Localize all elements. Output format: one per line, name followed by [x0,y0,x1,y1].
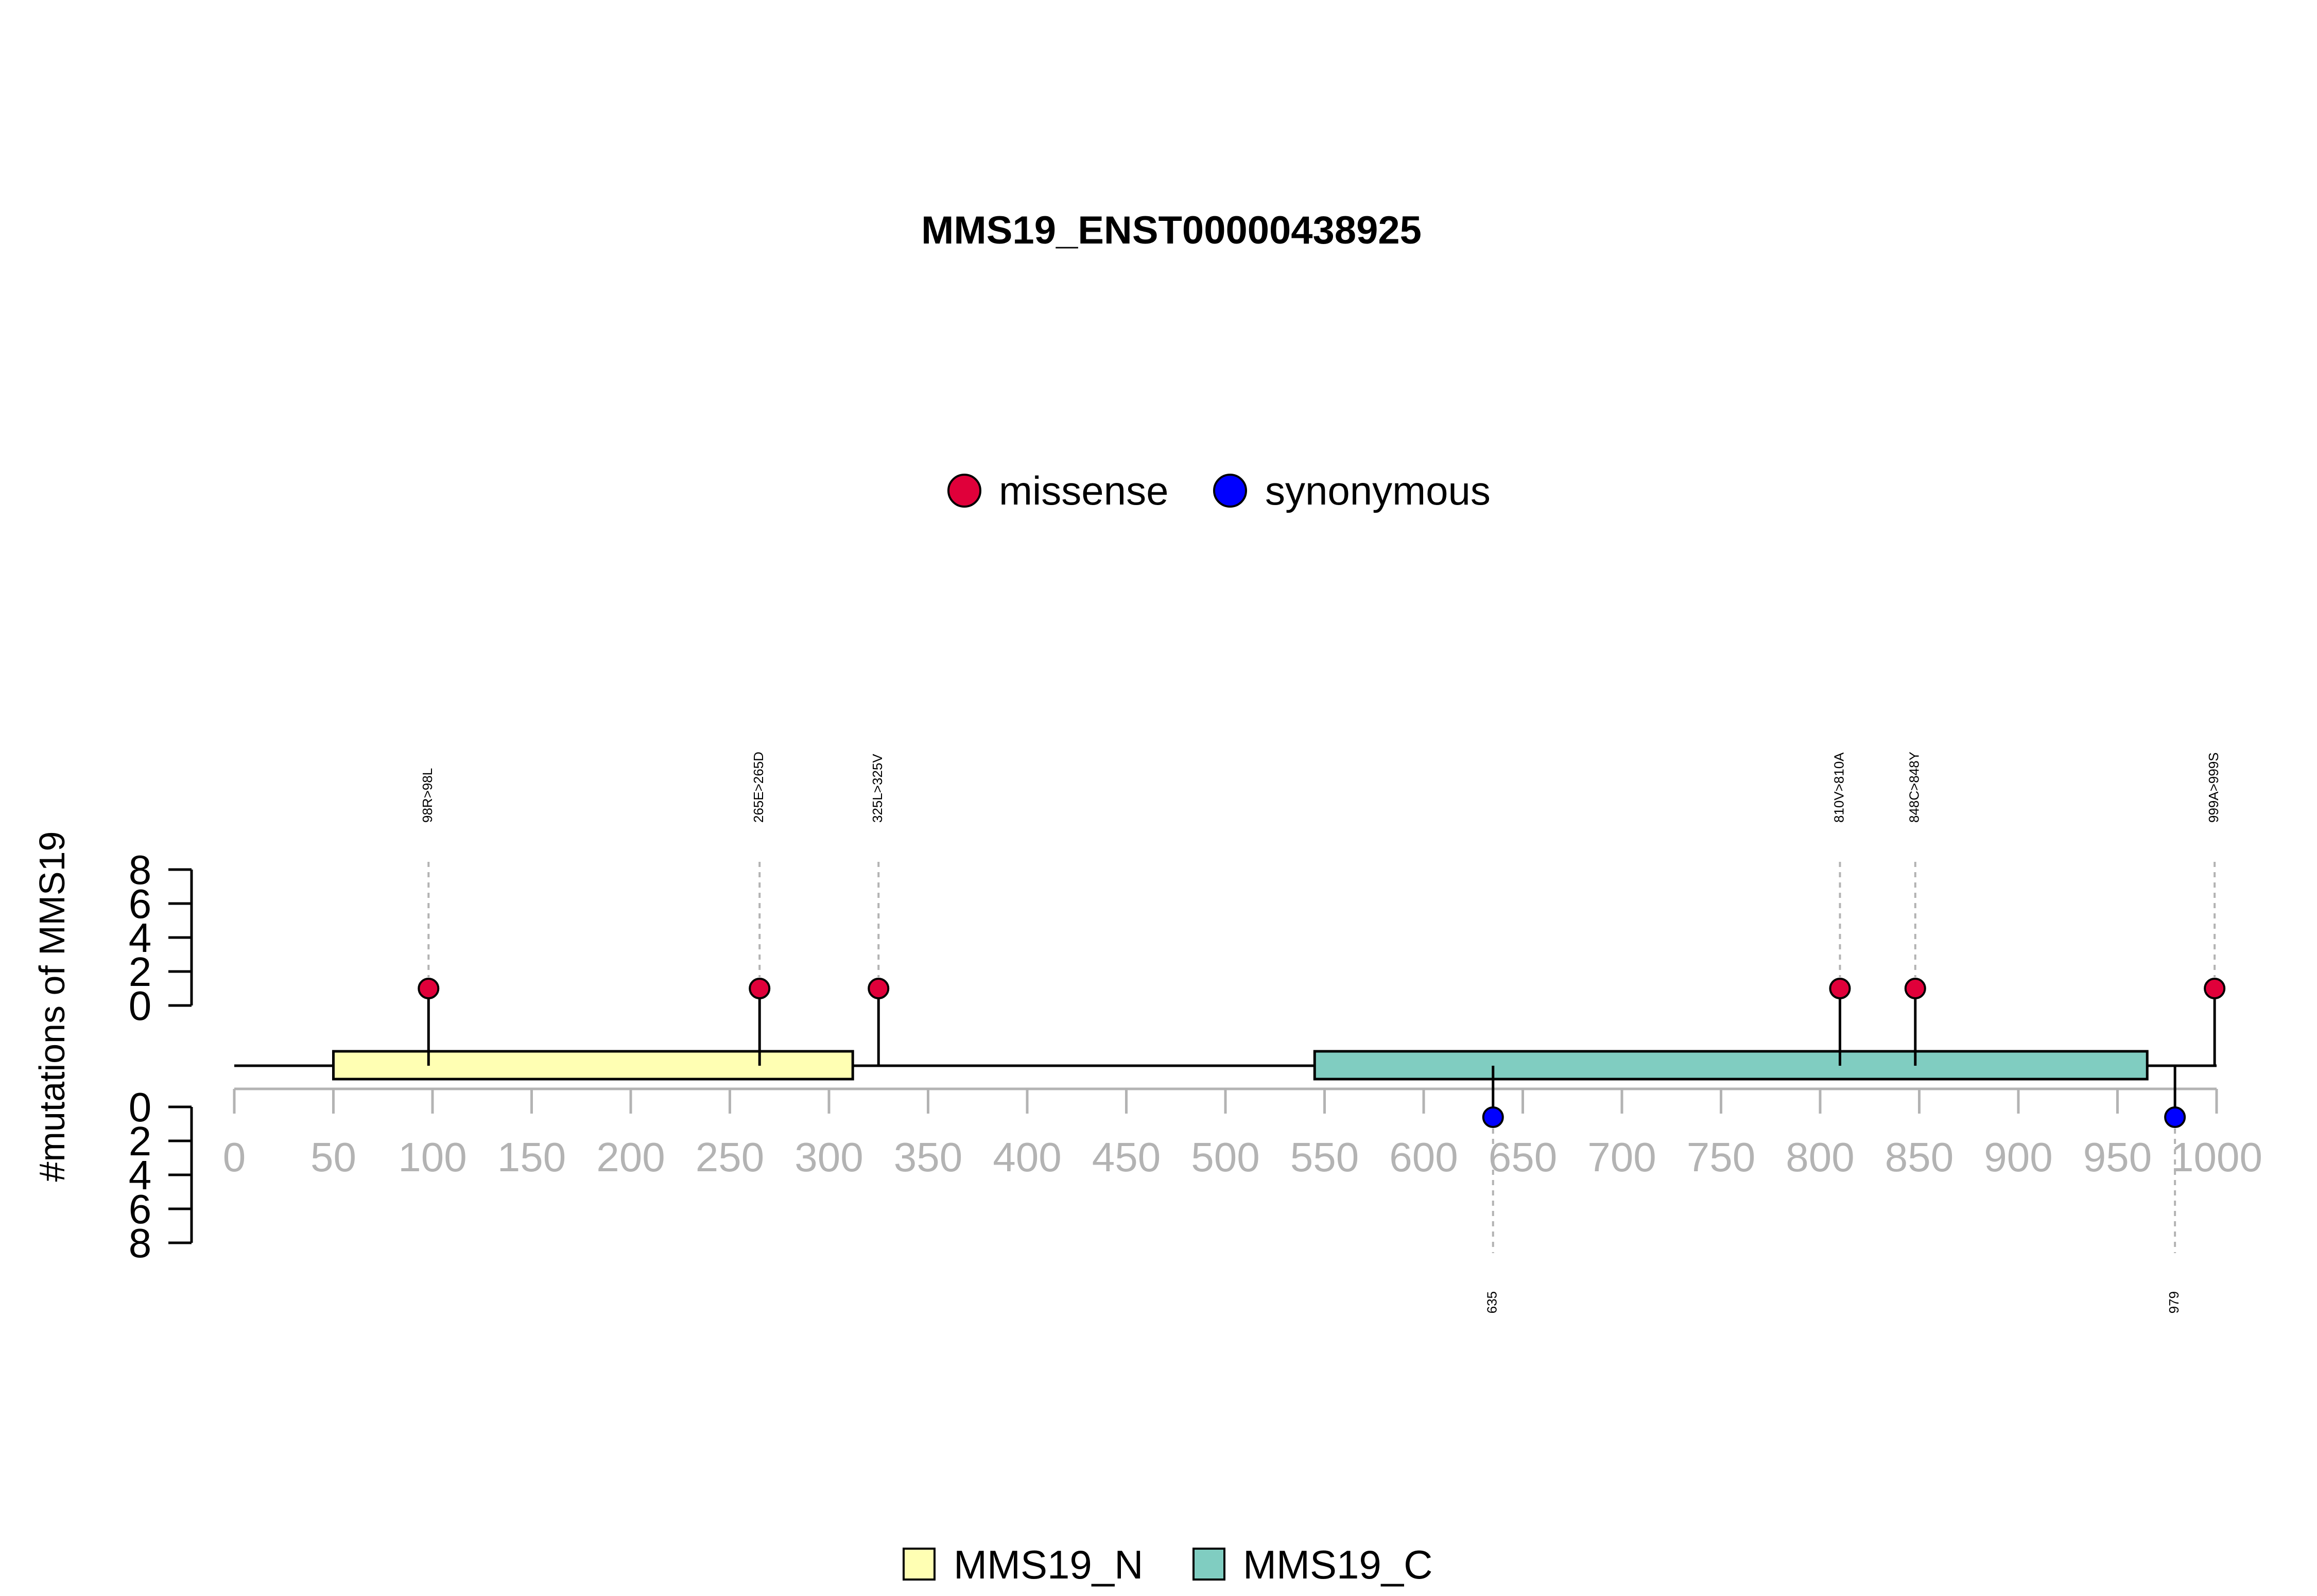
legend-label: MMS19_N [954,1542,1143,1587]
mutations-top: 98R>98L 265E>265D 325L>325V 810V>810A 848C>8… [418,752,2226,1066]
mutation-point-missense [2204,978,2226,999]
legend-label: MMS19_C [1243,1542,1432,1587]
x-tick-label: 150 [497,1134,566,1180]
mutation-label: 979 [2166,1291,2182,1313]
x-axis: 0 50 100 150 200 250 300 350 400 450 500 550 600 650 7… [223,1087,2262,1180]
x-tick-label: 600 [1389,1134,1458,1180]
mutation-label: 265E>265D [751,752,766,823]
x-tick-label: 300 [794,1134,863,1180]
y-tick-label: 6 [129,881,152,927]
x-tick-label: 900 [1984,1134,2052,1180]
domain-legend: MMS19_N MMS19_C [903,1542,1432,1587]
x-tick-label: 50 [310,1134,356,1180]
x-tick-label: 350 [894,1134,962,1180]
x-tick-label: 850 [1885,1134,1953,1180]
legend-label: missense [999,468,1168,513]
y-tick-label: 4 [129,915,152,961]
x-tick-label: 800 [1786,1134,1854,1180]
x-tick-label: 0 [223,1134,246,1180]
legend-label: synonymous [1265,468,1491,513]
mutation-point-missense [1829,978,1851,999]
y-axis-label: #mutations of MMS19 [32,831,72,1182]
legend-swatch-mms19-n [903,1548,936,1581]
mutation-label: 325L>325V [870,754,885,823]
x-tick-label: 200 [596,1134,665,1180]
x-tick-label: 500 [1191,1134,1259,1180]
mutation-point-missense [749,978,771,999]
x-tick-label: 750 [1687,1134,1755,1180]
x-tick-label: 700 [1587,1134,1656,1180]
y-tick-label: 2 [129,949,152,995]
chart-title: MMS19_ENST00000438925 [921,209,1422,252]
y-tick-label: 4 [129,1152,152,1198]
x-tick-label: 950 [2083,1134,2152,1180]
x-tick-label: 650 [1489,1134,1557,1180]
mutation-point-synonymous [1482,1106,1504,1128]
legend-swatch-synonymous [1213,474,1247,508]
mutation-label: 848C>848Y [1907,752,1922,823]
domain-mms19-n [332,1050,854,1081]
y-tick-label: 8 [129,1220,152,1266]
mutation-label: 999A>999S [2206,752,2221,823]
mutation-point-missense [868,978,890,999]
protein-domains [332,1050,2149,1081]
x-tick-label: 250 [696,1134,764,1180]
x-tick-label: 100 [398,1134,466,1180]
x-tick-label: 400 [993,1134,1061,1180]
legend-swatch-mms19-c [1192,1548,1225,1581]
mutation-point-missense [1904,978,1926,999]
legend-swatch-missense [947,474,981,508]
mutation-point-missense [418,978,440,999]
y-tick-label: 0 [129,983,152,1029]
y-tick-label: 2 [129,1118,152,1164]
y-tick-label: 8 [129,847,152,893]
mutation-legend: missense synonymous [947,468,1491,513]
mutations-bottom: 635 979 [1482,1066,2186,1313]
x-tick-label: 550 [1290,1134,1359,1180]
y-tick-label: 0 [129,1084,152,1130]
mutation-label: 810V>810A [1831,752,1846,823]
x-tick-label: 450 [1092,1134,1161,1180]
mutation-label: 635 [1484,1291,1500,1313]
domain-mms19-c [1313,1050,2149,1081]
y-tick-label: 6 [129,1186,152,1232]
mutation-point-synonymous [2164,1106,2186,1128]
mutation-label: 98R>98L [420,768,435,823]
x-tick-label: 1000 [2171,1134,2262,1180]
